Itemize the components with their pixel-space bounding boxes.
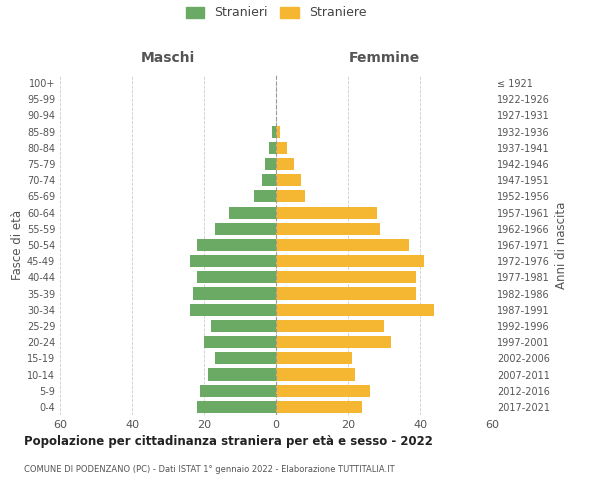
Legend: Stranieri, Straniere: Stranieri, Straniere (185, 6, 367, 20)
Bar (193, 288, 276, 300)
Bar (265, 158, 276, 170)
Bar (197, 401, 276, 413)
Bar (276, 158, 294, 170)
Y-axis label: Anni di nascita: Anni di nascita (556, 202, 568, 288)
Bar (190, 304, 276, 316)
Text: COMUNE DI PODENZANO (PC) - Dati ISTAT 1° gennaio 2022 - Elaborazione TUTTITALIA.: COMUNE DI PODENZANO (PC) - Dati ISTAT 1°… (24, 465, 395, 474)
Bar (276, 288, 416, 300)
Bar (276, 206, 377, 218)
Bar (208, 368, 276, 380)
Bar (276, 126, 280, 138)
Bar (276, 401, 362, 413)
Bar (197, 272, 276, 283)
Bar (276, 384, 370, 397)
Bar (276, 255, 424, 268)
Bar (215, 222, 276, 235)
Bar (229, 206, 276, 218)
Bar (276, 222, 380, 235)
Bar (215, 352, 276, 364)
Text: Maschi: Maschi (141, 51, 195, 65)
Bar (197, 239, 276, 251)
Bar (276, 368, 355, 380)
Bar (276, 352, 352, 364)
Bar (276, 336, 391, 348)
Bar (276, 320, 384, 332)
Bar (190, 255, 276, 268)
Bar (276, 174, 301, 186)
Bar (276, 142, 287, 154)
Bar (211, 320, 276, 332)
Bar (272, 126, 276, 138)
Text: Femmine: Femmine (349, 51, 419, 65)
Bar (276, 304, 434, 316)
Bar (276, 272, 416, 283)
Y-axis label: Fasce di età: Fasce di età (11, 210, 24, 280)
Bar (269, 142, 276, 154)
Bar (204, 336, 276, 348)
Bar (276, 239, 409, 251)
Text: Popolazione per cittadinanza straniera per età e sesso - 2022: Popolazione per cittadinanza straniera p… (24, 435, 433, 448)
Bar (276, 190, 305, 202)
Bar (254, 190, 276, 202)
Bar (262, 174, 276, 186)
Bar (200, 384, 276, 397)
